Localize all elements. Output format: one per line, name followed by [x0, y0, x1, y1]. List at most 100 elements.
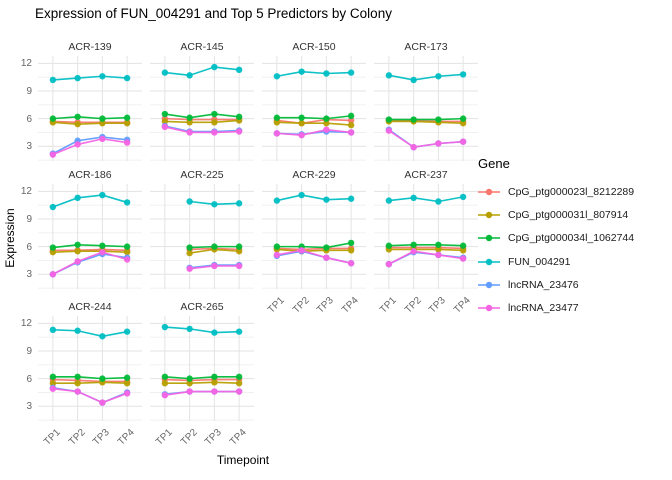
line-lncRNA_23476 — [164, 125, 240, 133]
legend-entry-lncRNA_23476: lncRNA_23476 — [478, 273, 668, 296]
point-lncRNA_23477 — [459, 138, 467, 145]
facet-panel — [38, 56, 142, 161]
point-CpG_ptg000031l_807914 — [211, 119, 218, 126]
line-CpG_ptg000023l_8212289 — [388, 119, 464, 123]
legend-key-icon — [478, 281, 500, 289]
y-tick-label: 6 — [26, 241, 32, 253]
point-lncRNA_23477 — [385, 127, 393, 134]
point-CpG_ptg000034l_1062744 — [410, 116, 417, 123]
y-tick-label: 3 — [26, 401, 32, 413]
point-CpG_ptg000034l_1062744 — [211, 243, 218, 250]
point-lncRNA_23477 — [410, 143, 417, 151]
point-CpG_ptg000034l_1062744 — [347, 112, 355, 120]
line-CpG_ptg000031l_807914 — [388, 120, 464, 125]
point-CpG_ptg000034l_1062744 — [273, 243, 281, 250]
point-lncRNA_23477 — [298, 247, 305, 254]
point-lncRNA_23477 — [99, 248, 106, 256]
y-tick-label: 9 — [26, 214, 32, 225]
legend: Gene CpG_ptg000023l_8212289 CpG_ptg000031… — [478, 156, 668, 320]
point-lncRNA_23477 — [435, 140, 442, 147]
point-CpG_ptg000034l_1062744 — [99, 115, 106, 122]
point-CpG_ptg000034l_1062744 — [435, 116, 442, 123]
point-CpG_ptg000034l_1062744 — [323, 115, 330, 122]
point-CpG_ptg000034l_1062744 — [161, 110, 169, 118]
facet-strip-label: ACR-173 — [404, 41, 448, 53]
point-CpG_ptg000023l_8212289 — [347, 117, 355, 124]
point-CpG_ptg000034l_1062744 — [49, 115, 57, 122]
legend-label: FUN_004291 — [508, 255, 571, 268]
legend-title: Gene — [478, 156, 510, 171]
line-CpG_ptg000031l_807914 — [52, 250, 128, 253]
point-CpG_ptg000031l_807914 — [186, 380, 193, 387]
line-lncRNA_23477 — [52, 251, 128, 275]
line-lncRNA_23477 — [52, 138, 128, 156]
point-FUN_004291 — [211, 201, 218, 208]
point-CpG_ptg000034l_1062744 — [49, 373, 57, 380]
point-CpG_ptg000034l_1062744 — [123, 374, 131, 381]
line-CpG_ptg000034l_1062744 — [164, 113, 240, 119]
point-CpG_ptg000031l_807914 — [74, 120, 81, 128]
point-FUN_004291 — [49, 76, 57, 84]
point-CpG_ptg000034l_1062744 — [186, 244, 193, 251]
point-FUN_004291 — [74, 74, 81, 82]
line-CpG_ptg000031l_807914 — [52, 121, 128, 125]
point-CpG_ptg000034l_1062744 — [186, 375, 193, 382]
point-FUN_004291 — [298, 191, 305, 199]
line-lncRNA_23477 — [388, 129, 464, 149]
point-FUN_004291 — [273, 73, 281, 80]
point-lncRNA_23477 — [99, 399, 106, 406]
point-CpG_ptg000031l_807914 — [186, 119, 193, 126]
facet-strip-label: ACR-229 — [292, 169, 336, 181]
point-CpG_ptg000031l_807914 — [347, 121, 355, 129]
line-FUN_004291 — [52, 329, 128, 338]
facet-ACR-145: ACR-145 — [150, 40, 254, 161]
x-tick-label: TP4 — [452, 295, 473, 316]
legend-key-icon — [478, 304, 500, 312]
facet-ACR-150: ACR-150 — [262, 40, 366, 161]
line-FUN_004291 — [164, 326, 240, 334]
facet-panel — [150, 56, 254, 161]
point-FUN_004291 — [298, 68, 305, 75]
line-FUN_004291 — [388, 196, 464, 203]
point-CpG_ptg000034l_1062744 — [410, 241, 417, 248]
point-CpG_ptg000034l_1062744 — [347, 239, 355, 247]
point-CpG_ptg000031l_807914 — [74, 380, 81, 387]
line-CpG_ptg000031l_807914 — [52, 381, 128, 385]
point-CpG_ptg000034l_1062744 — [74, 373, 81, 380]
point-CpG_ptg000034l_1062744 — [235, 243, 243, 250]
point-FUN_004291 — [123, 328, 131, 335]
point-lncRNA_23477 — [235, 262, 243, 270]
point-FUN_004291 — [235, 328, 243, 335]
point-lncRNA_23477 — [49, 385, 57, 392]
point-FUN_004291 — [323, 196, 330, 203]
point-CpG_ptg000031l_807914 — [347, 247, 355, 254]
point-CpG_ptg000031l_807914 — [459, 247, 467, 254]
plot-title: Expression of FUN_004291 and Top 5 Predi… — [35, 6, 392, 21]
point-FUN_004291 — [186, 198, 193, 205]
line-FUN_004291 — [276, 70, 352, 78]
point-CpG_ptg000034l_1062744 — [385, 242, 393, 249]
point-CpG_ptg000031l_807914 — [273, 119, 281, 126]
point-lncRNA_23477 — [211, 129, 218, 136]
y-tick-label: 6 — [26, 373, 32, 385]
point-FUN_004291 — [186, 325, 193, 333]
point-lncRNA_23477 — [347, 129, 355, 136]
line-lncRNA_23477 — [164, 126, 240, 134]
point-FUN_004291 — [186, 72, 193, 79]
facet-panel — [38, 316, 142, 421]
facet-panel — [262, 56, 366, 161]
point-FUN_004291 — [99, 333, 106, 340]
point-lncRNA_23477 — [410, 248, 417, 255]
point-FUN_004291 — [323, 70, 330, 77]
line-CpG_ptg000034l_1062744 — [388, 243, 464, 247]
point-CpG_ptg000034l_1062744 — [99, 375, 106, 382]
facet-strip-label: ACR-150 — [292, 41, 336, 53]
facet-panel — [374, 184, 478, 289]
point-FUN_004291 — [74, 327, 81, 334]
point-CpG_ptg000034l_1062744 — [298, 114, 305, 121]
facet-strip-label: ACR-225 — [180, 169, 224, 181]
point-lncRNA_23477 — [347, 260, 355, 267]
line-CpG_ptg000031l_807914 — [164, 119, 240, 124]
legend-label: lncRNA_23476 — [508, 278, 579, 291]
